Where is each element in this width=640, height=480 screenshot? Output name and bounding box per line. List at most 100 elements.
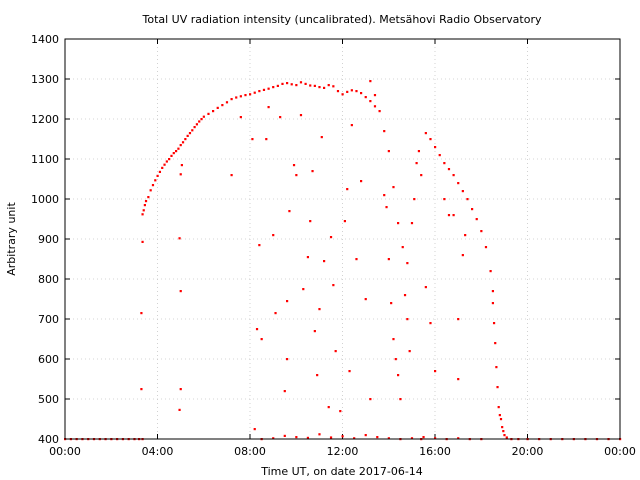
data-point bbox=[172, 152, 175, 155]
data-point bbox=[179, 290, 182, 293]
data-point bbox=[141, 240, 144, 243]
data-point bbox=[443, 162, 446, 165]
data-point bbox=[251, 138, 254, 141]
data-point bbox=[177, 147, 180, 150]
data-point bbox=[343, 220, 347, 223]
data-point bbox=[438, 154, 441, 157]
data-point bbox=[184, 138, 187, 141]
data-point bbox=[302, 288, 305, 291]
data-point bbox=[502, 430, 505, 433]
data-point bbox=[429, 138, 432, 141]
data-point bbox=[399, 398, 402, 401]
x-axis-label: Time UT, on date 2017-06-14 bbox=[260, 465, 423, 478]
data-point bbox=[249, 93, 252, 96]
data-point bbox=[239, 116, 242, 119]
data-point bbox=[394, 358, 397, 361]
data-point bbox=[283, 390, 286, 393]
data-point bbox=[364, 298, 367, 301]
data-point bbox=[498, 414, 501, 417]
data-point bbox=[424, 286, 427, 289]
data-point bbox=[353, 437, 356, 440]
data-point bbox=[390, 302, 393, 305]
data-point bbox=[161, 166, 164, 169]
data-point bbox=[295, 84, 298, 87]
data-point bbox=[350, 124, 353, 127]
data-point bbox=[323, 260, 326, 263]
data-point bbox=[147, 196, 150, 199]
data-point bbox=[457, 318, 460, 321]
data-point bbox=[346, 90, 349, 93]
data-point bbox=[329, 236, 333, 239]
data-point bbox=[313, 330, 316, 333]
x-tick-label: 00:00 bbox=[49, 445, 81, 458]
data-point bbox=[373, 94, 377, 97]
data-point bbox=[181, 141, 185, 144]
data-point bbox=[383, 130, 386, 133]
y-tick-label: 1100 bbox=[31, 153, 59, 166]
data-point bbox=[318, 308, 321, 311]
data-point bbox=[178, 237, 181, 240]
data-point bbox=[244, 94, 247, 97]
x-tick-label: 04:00 bbox=[142, 445, 174, 458]
data-point bbox=[494, 342, 497, 345]
data-point bbox=[457, 437, 460, 440]
data-point bbox=[350, 89, 353, 92]
data-point bbox=[230, 98, 233, 101]
data-point bbox=[253, 428, 256, 431]
data-points bbox=[64, 80, 622, 441]
y-tick-label: 500 bbox=[38, 393, 59, 406]
x-tick-label: 20:00 bbox=[512, 445, 544, 458]
data-point bbox=[286, 300, 289, 303]
axes: 00:00 04:00 08:00 12:00 16:00 20:00 00:0040050… bbox=[31, 33, 636, 458]
y-axis-label: Arbitrary unit bbox=[5, 202, 18, 276]
data-point bbox=[364, 434, 367, 437]
data-point bbox=[489, 270, 492, 273]
data-point bbox=[383, 194, 386, 197]
data-point bbox=[434, 370, 437, 373]
data-point bbox=[140, 388, 143, 391]
y-tick-label: 900 bbox=[38, 233, 59, 246]
data-point bbox=[292, 164, 296, 167]
y-tick-label: 1000 bbox=[31, 193, 59, 206]
data-point bbox=[262, 88, 266, 91]
data-point bbox=[311, 170, 314, 173]
data-point bbox=[429, 322, 432, 325]
data-point bbox=[274, 312, 277, 315]
data-point bbox=[179, 173, 182, 176]
data-point bbox=[295, 174, 298, 177]
y-tick-label: 1400 bbox=[31, 33, 59, 46]
data-point bbox=[168, 158, 171, 161]
data-point bbox=[253, 91, 256, 94]
data-point bbox=[191, 129, 194, 132]
data-point bbox=[202, 115, 205, 118]
y-tick-label: 700 bbox=[38, 313, 59, 326]
data-point bbox=[443, 198, 446, 201]
data-point bbox=[258, 244, 261, 247]
data-point bbox=[180, 164, 183, 167]
chart-title: Total UV radiation intensity (uncalibrat… bbox=[142, 13, 542, 26]
data-point bbox=[320, 136, 323, 139]
data-point bbox=[492, 322, 496, 325]
data-point bbox=[288, 210, 291, 213]
data-point bbox=[413, 198, 416, 201]
data-point bbox=[154, 179, 157, 182]
data-point bbox=[461, 190, 464, 193]
data-point bbox=[295, 436, 298, 439]
data-point bbox=[144, 200, 148, 203]
data-point bbox=[360, 92, 363, 95]
data-point bbox=[299, 81, 303, 84]
data-point bbox=[151, 184, 155, 187]
data-point bbox=[499, 418, 503, 421]
data-point bbox=[355, 258, 358, 261]
data-point bbox=[424, 132, 427, 135]
plot-frame bbox=[64, 38, 621, 440]
data-point bbox=[143, 204, 146, 207]
data-point bbox=[406, 262, 409, 265]
data-point bbox=[466, 198, 469, 201]
data-point bbox=[200, 118, 203, 121]
data-point bbox=[165, 160, 168, 163]
data-point bbox=[276, 84, 279, 87]
data-point bbox=[505, 436, 508, 439]
data-point bbox=[188, 132, 192, 135]
data-point bbox=[323, 86, 326, 89]
